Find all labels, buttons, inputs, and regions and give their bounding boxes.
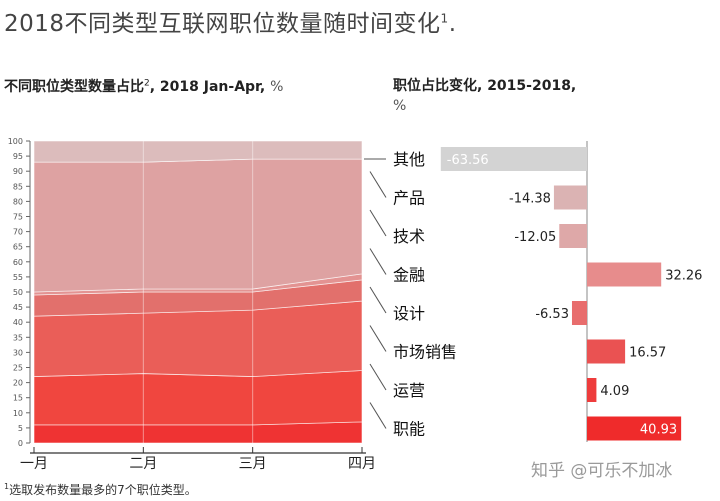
y-tick-label: 65 bbox=[13, 243, 23, 252]
area-band-运营 bbox=[33, 370, 363, 426]
connector-line bbox=[369, 402, 387, 429]
bar-value-label: 40.93 bbox=[640, 423, 677, 438]
connector-line bbox=[369, 286, 387, 314]
bar-value-label: -12.05 bbox=[514, 230, 556, 245]
y-tick-label: 30 bbox=[13, 348, 23, 357]
bar-category-label-市场销售: 市场销售 bbox=[393, 343, 457, 362]
bar-category-label-产品: 产品 bbox=[393, 189, 425, 208]
x-tick-label-二月: 二月 bbox=[129, 456, 157, 472]
area-band-其他 bbox=[33, 140, 363, 163]
bar-职能 bbox=[587, 416, 682, 441]
bar-其他 bbox=[440, 147, 587, 171]
bar-category-label-运营: 运营 bbox=[393, 381, 425, 400]
footnote-text: 选取发布数量最多的7个职位类型。 bbox=[9, 483, 197, 497]
bar-value-label: 4.09 bbox=[600, 384, 629, 399]
bar-chart-subtitle: 职位占比变化, 2015-2018,% bbox=[393, 76, 576, 116]
bar-技术 bbox=[559, 224, 587, 248]
title-footnote-mark: 1 bbox=[440, 11, 449, 26]
bar-category-label-其他: 其他 bbox=[393, 150, 425, 169]
y-tick-label: 25 bbox=[13, 364, 23, 373]
x-tick-label-四月: 四月 bbox=[348, 456, 376, 472]
x-tick-label-一月: 一月 bbox=[20, 456, 48, 472]
area-chart-subtitle: 不同职位类型数量占比2, 2018 Jan-Apr, % bbox=[4, 76, 283, 96]
area-subtitle-period: , 2018 Jan-Apr, bbox=[149, 79, 266, 95]
area-subtitle-text: 不同职位类型数量占比 bbox=[4, 79, 144, 95]
bar-产品 bbox=[553, 185, 587, 210]
y-tick-label: 10 bbox=[13, 409, 23, 418]
bar-subtitle-unit: % bbox=[393, 98, 407, 114]
y-tick-label: 55 bbox=[13, 273, 23, 282]
y-tick-label: 5 bbox=[18, 424, 23, 433]
main-title: 2018不同类型互联网职位数量随时间变化1. bbox=[4, 4, 457, 38]
y-tick-label: 85 bbox=[13, 182, 23, 191]
connector-line bbox=[369, 363, 387, 391]
area-subtitle-unit: % bbox=[270, 79, 284, 95]
connector-line bbox=[369, 325, 387, 352]
footnote-mark: 1 bbox=[4, 482, 10, 491]
connector-line bbox=[369, 248, 387, 275]
y-tick-label: 45 bbox=[13, 303, 23, 312]
bar-value-label: 16.57 bbox=[629, 346, 666, 361]
y-tick-label: 75 bbox=[13, 213, 23, 222]
bar-value-label: 32.26 bbox=[665, 269, 702, 284]
y-tick-label: 60 bbox=[13, 258, 23, 267]
y-tick-label: 95 bbox=[13, 152, 23, 161]
connector-line bbox=[369, 209, 387, 237]
bar-category-label-设计: 设计 bbox=[393, 304, 425, 323]
area-subtitle-footnote-mark: 2 bbox=[144, 78, 150, 89]
title-trailing-dot: . bbox=[448, 11, 457, 37]
y-tick-label: 100 bbox=[8, 137, 23, 146]
y-tick-label: 80 bbox=[13, 197, 23, 206]
bar-金融 bbox=[587, 262, 662, 287]
y-tick-label: 0 bbox=[18, 439, 23, 448]
bar-category-label-金融: 金融 bbox=[393, 266, 425, 285]
y-tick-label: 90 bbox=[13, 167, 23, 176]
y-tick-label: 70 bbox=[13, 228, 23, 237]
bar-subtitle-text: 职位占比变化, 2015-2018, bbox=[393, 78, 577, 94]
y-tick-label: 20 bbox=[13, 379, 23, 388]
bar-category-label-技术: 技术 bbox=[393, 227, 425, 246]
bar-value-label: -14.38 bbox=[509, 192, 551, 207]
bar-设计 bbox=[571, 301, 587, 325]
y-tick-label: 35 bbox=[13, 333, 23, 342]
area-band-技术 bbox=[33, 158, 363, 293]
bar-category-label-职能: 职能 bbox=[393, 420, 425, 439]
y-tick-label: 50 bbox=[13, 288, 23, 297]
y-tick-label: 40 bbox=[13, 318, 23, 327]
bar-value-label: -6.53 bbox=[535, 307, 569, 322]
bar-市场销售 bbox=[587, 339, 626, 364]
connector-line bbox=[369, 171, 387, 198]
watermark: 知乎 @可乐不加冰 bbox=[531, 461, 673, 481]
bar-value-label: -63.56 bbox=[447, 153, 489, 168]
y-tick-label: 15 bbox=[13, 394, 23, 403]
x-tick-label-三月: 三月 bbox=[239, 456, 267, 472]
title-text: 2018不同类型互联网职位数量随时间变化 bbox=[4, 11, 441, 37]
footnote: 1选取发布数量最多的7个职位类型。 bbox=[4, 481, 197, 498]
bar-运营 bbox=[587, 378, 597, 402]
